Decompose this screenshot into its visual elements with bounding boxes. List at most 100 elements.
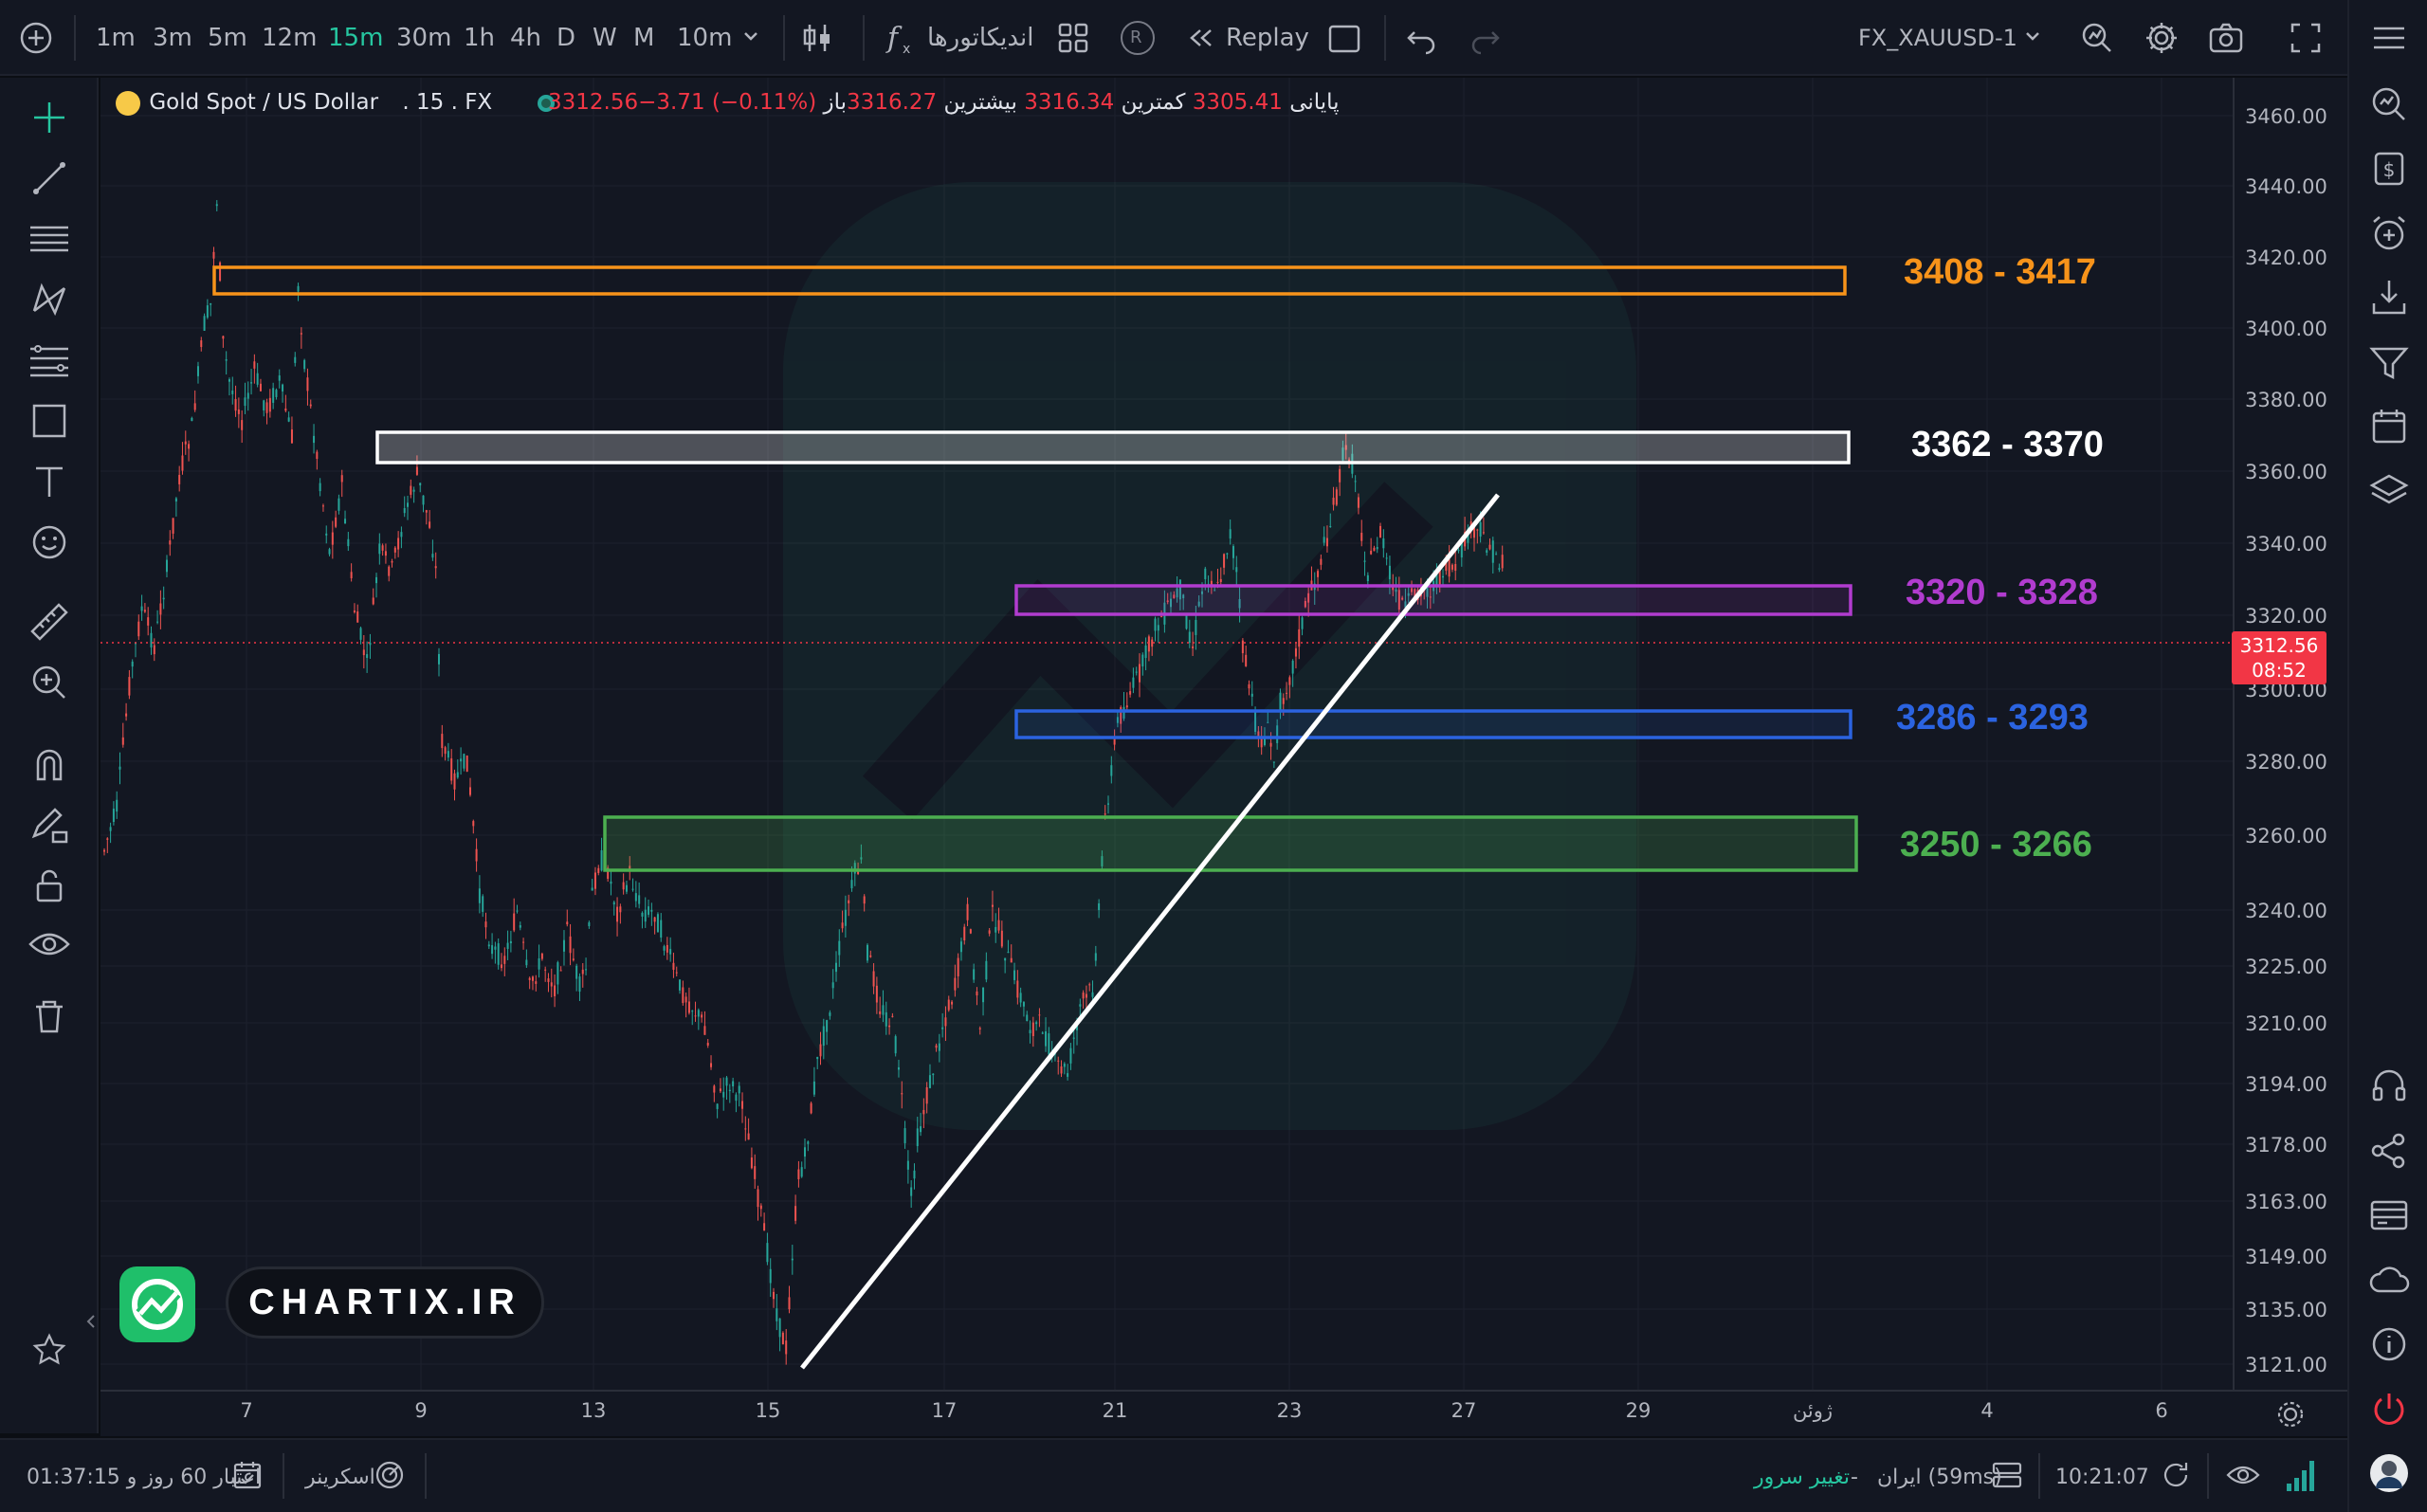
alert-add-icon[interactable] xyxy=(2366,210,2412,256)
timeframe-M[interactable]: M xyxy=(633,24,655,52)
horizontal-lines-icon[interactable] xyxy=(27,216,72,262)
chart-canvas[interactable]: 3460.00 3440.00 3420.00 3400.00 3380.00 3360.… xyxy=(100,78,2347,1436)
layout-grid-icon[interactable] xyxy=(1054,19,1092,57)
info-icon[interactable] xyxy=(2366,1321,2412,1367)
indicators-button[interactable]: اندیکاتورها xyxy=(927,24,1034,52)
timeframe-3m[interactable]: 3m xyxy=(153,24,192,52)
replay-badge-icon[interactable] xyxy=(1119,19,1157,57)
zone-rect[interactable] xyxy=(212,265,1847,296)
screener-button[interactable]: اسکرینر xyxy=(305,1466,375,1489)
status-divider xyxy=(2038,1453,2040,1499)
candle-body xyxy=(1160,616,1163,618)
fib-icon[interactable] xyxy=(27,337,72,383)
symbol-select[interactable]: FX_XAUUSD-1 xyxy=(1858,25,2017,51)
lock-icon[interactable] xyxy=(27,863,72,908)
timeframe-1h[interactable]: 1h xyxy=(464,24,496,52)
calendar-icon[interactable] xyxy=(2366,404,2412,449)
timeframe-12m[interactable]: 12m xyxy=(262,24,318,52)
layers-icon[interactable] xyxy=(2366,468,2412,514)
rectangle-icon[interactable] xyxy=(27,398,72,444)
zone-rect[interactable] xyxy=(375,430,1851,465)
candle-body xyxy=(1435,569,1438,587)
timeframe-5m[interactable]: 5m xyxy=(208,24,247,52)
text-icon[interactable] xyxy=(27,459,72,504)
chevron-down-icon[interactable] xyxy=(739,25,762,63)
dollar-icon[interactable]: $ xyxy=(2366,146,2412,191)
magnet-icon[interactable] xyxy=(27,741,72,787)
axis-settings-icon[interactable] xyxy=(2273,1397,2308,1431)
redo-icon[interactable] xyxy=(1466,19,1504,57)
candle-body xyxy=(597,867,600,873)
timeframe-10m[interactable]: 10m xyxy=(677,24,733,52)
candle-body xyxy=(841,922,844,929)
timeframe-4h[interactable]: 4h xyxy=(510,24,542,52)
zone-rect[interactable] xyxy=(1014,584,1852,616)
trend-line-icon[interactable] xyxy=(27,155,72,201)
support-icon[interactable] xyxy=(2366,1064,2412,1109)
pattern-icon[interactable] xyxy=(27,277,72,322)
candle-body xyxy=(407,502,410,507)
add-symbol-icon[interactable] xyxy=(17,19,55,57)
timeframe-1m[interactable]: 1m xyxy=(96,24,136,52)
undo-icon[interactable] xyxy=(1403,19,1441,57)
eye-icon[interactable] xyxy=(2226,1459,2260,1493)
filter-icon[interactable] xyxy=(2366,339,2412,385)
share-icon[interactable] xyxy=(2366,1128,2412,1174)
timeframe-30m[interactable]: 30m xyxy=(396,24,452,52)
candle-body xyxy=(538,958,540,970)
candle-body xyxy=(829,1012,831,1016)
timeframe-15m[interactable]: 15m xyxy=(328,24,384,52)
emoji-icon[interactable] xyxy=(27,519,72,565)
pencil-lock-icon[interactable] xyxy=(27,802,72,847)
radar-icon[interactable] xyxy=(374,1459,406,1493)
camera-icon[interactable] xyxy=(2207,19,2245,57)
power-icon[interactable] xyxy=(2366,1386,2412,1431)
candles-icon[interactable] xyxy=(798,19,836,57)
timeframe-D[interactable]: D xyxy=(557,24,576,52)
eye-icon[interactable] xyxy=(27,923,72,969)
status-bar: اعتبار 60 روز و 01:37:15 اسکرینر تغییر س… xyxy=(0,1438,2347,1512)
zone-rect[interactable] xyxy=(1014,709,1852,739)
candle-body xyxy=(453,773,456,790)
candle-body xyxy=(879,1011,882,1014)
legend-low-label: کمترین xyxy=(1121,90,1186,115)
candle-body xyxy=(1282,698,1285,704)
watermark-logo xyxy=(783,182,1636,1130)
search-icon[interactable] xyxy=(2366,82,2412,127)
calendar-check-icon[interactable] xyxy=(231,1459,264,1493)
chart-pane[interactable]: 3460.00 3440.00 3420.00 3400.00 3380.00 3360.… xyxy=(100,78,2347,1436)
star-icon[interactable] xyxy=(32,1333,66,1378)
candle-body xyxy=(800,1167,803,1177)
cloud-icon[interactable] xyxy=(2366,1257,2412,1303)
replay-button[interactable]: Replay xyxy=(1226,24,1309,52)
crosshair-icon[interactable] xyxy=(27,95,72,140)
change-server-link[interactable]: تغییر سرور xyxy=(1754,1466,1850,1489)
candle-body xyxy=(1495,554,1498,556)
current-price-value: 3312.56 xyxy=(2239,634,2319,657)
candle-body xyxy=(735,1094,738,1102)
chevron-down-icon[interactable] xyxy=(2021,25,2044,63)
fullscreen-icon[interactable] xyxy=(2287,19,2325,57)
candle-body xyxy=(268,397,271,412)
candle-body xyxy=(372,597,374,605)
candle-body xyxy=(253,361,256,369)
menu-icon[interactable] xyxy=(2366,15,2412,61)
zone-rect[interactable] xyxy=(603,815,1858,872)
zoom-icon[interactable] xyxy=(27,660,72,705)
candle-body xyxy=(1454,564,1457,572)
avatar[interactable] xyxy=(2366,1450,2412,1496)
card-icon[interactable] xyxy=(2366,1193,2412,1238)
search-analyze-icon[interactable] xyxy=(2078,19,2116,57)
gear-icon[interactable] xyxy=(2143,19,2181,57)
ruler-icon[interactable] xyxy=(27,599,72,645)
timeframe-W[interactable]: W xyxy=(593,24,617,52)
refresh-icon[interactable] xyxy=(2160,1459,2192,1493)
price-tick-label: 3340.00 xyxy=(2245,533,2327,556)
candle-body xyxy=(822,1026,825,1047)
download-icon[interactable] xyxy=(2366,275,2412,320)
trash-icon[interactable] xyxy=(27,993,72,1039)
rectangle-select-icon[interactable] xyxy=(1325,19,1363,57)
symbol-icon xyxy=(116,90,140,116)
collapse-arrow-icon[interactable] xyxy=(83,1310,99,1356)
candle-body xyxy=(1429,596,1432,598)
